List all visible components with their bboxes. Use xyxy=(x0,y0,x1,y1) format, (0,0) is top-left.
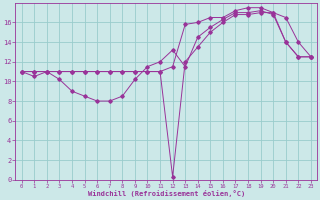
X-axis label: Windchill (Refroidissement éolien,°C): Windchill (Refroidissement éolien,°C) xyxy=(88,190,245,197)
